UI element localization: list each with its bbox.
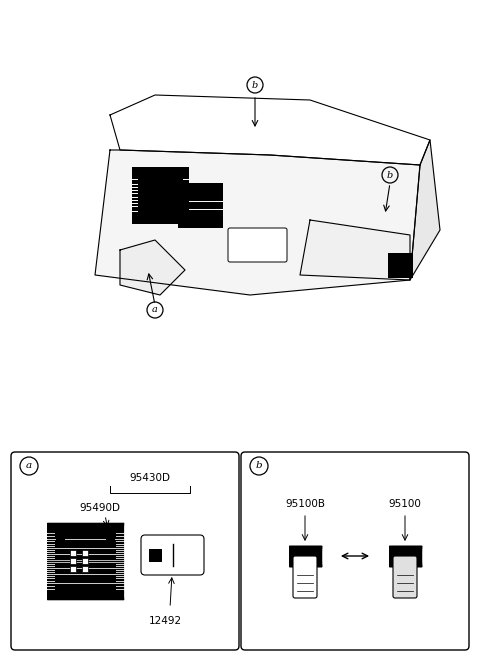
- Polygon shape: [95, 150, 420, 295]
- FancyBboxPatch shape: [141, 535, 204, 575]
- Text: 12492: 12492: [148, 616, 181, 626]
- Polygon shape: [300, 220, 410, 280]
- Text: 95100B: 95100B: [285, 499, 325, 509]
- FancyBboxPatch shape: [82, 558, 88, 564]
- Text: 95430D: 95430D: [130, 473, 170, 483]
- FancyBboxPatch shape: [11, 452, 239, 650]
- FancyBboxPatch shape: [70, 558, 76, 564]
- Text: a: a: [26, 462, 32, 470]
- Text: 95490D: 95490D: [80, 503, 120, 513]
- FancyBboxPatch shape: [70, 550, 76, 556]
- Text: b: b: [387, 171, 393, 180]
- Text: b: b: [256, 462, 262, 470]
- Text: 95100: 95100: [389, 499, 421, 509]
- FancyBboxPatch shape: [393, 556, 417, 598]
- FancyBboxPatch shape: [70, 566, 76, 572]
- Polygon shape: [120, 240, 185, 295]
- Polygon shape: [110, 95, 430, 165]
- FancyBboxPatch shape: [293, 556, 317, 598]
- FancyBboxPatch shape: [228, 228, 287, 262]
- Text: a: a: [152, 306, 158, 314]
- FancyBboxPatch shape: [82, 566, 88, 572]
- FancyBboxPatch shape: [241, 452, 469, 650]
- Polygon shape: [410, 140, 440, 280]
- FancyBboxPatch shape: [82, 550, 88, 556]
- Text: b: b: [252, 81, 258, 89]
